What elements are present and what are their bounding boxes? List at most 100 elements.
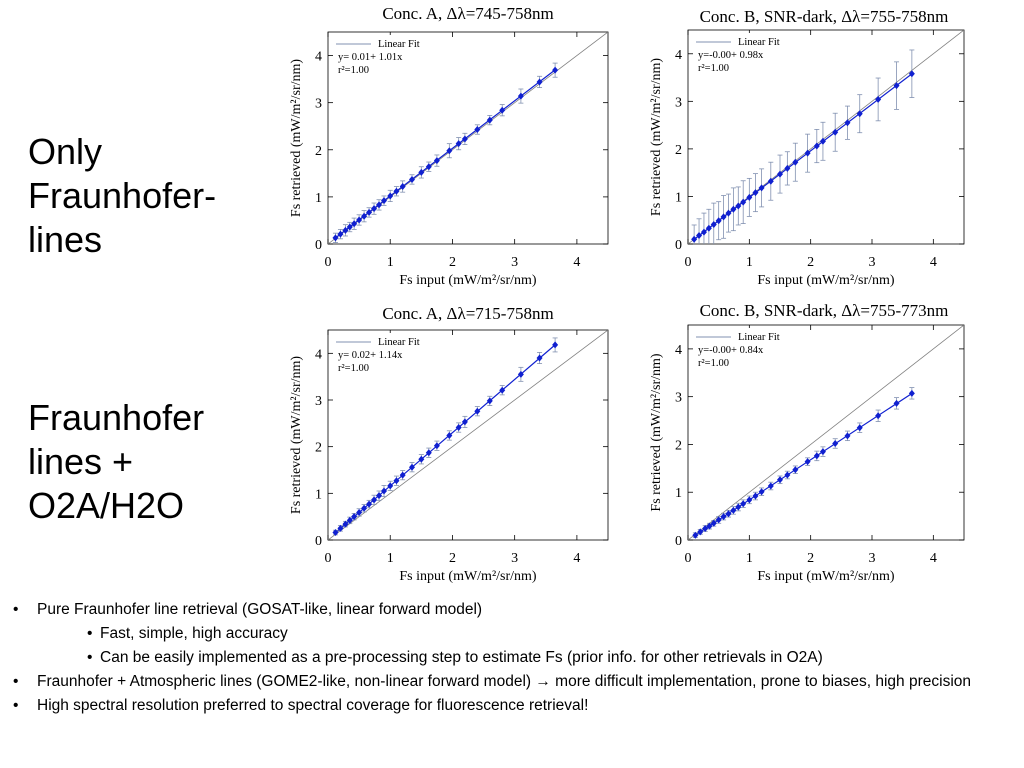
data-point <box>371 496 378 504</box>
data-point <box>813 452 820 460</box>
legend-box <box>693 33 803 83</box>
data-point <box>832 128 839 136</box>
chart-panel-3: Conc. A, Δλ=715-758nm 0 1 2 3 4 0 1 2 3 4 Fs input … <box>289 304 609 584</box>
plot-area <box>328 330 608 540</box>
data-point <box>433 157 440 165</box>
x-tick-label: 2 <box>449 255 456 270</box>
x-axis-label: Fs input (mW/m²/sr/nm) <box>399 569 537 584</box>
data-point <box>767 177 774 185</box>
y-tick-label: 3 <box>315 97 322 112</box>
data-point <box>418 168 425 176</box>
data-point <box>856 110 863 118</box>
data-point <box>697 528 704 536</box>
legend-box <box>693 328 803 378</box>
legend-r2: r²=1.00 <box>698 63 729 74</box>
y-tick-label: 0 <box>675 238 682 253</box>
x-axis-label: Fs input (mW/m²/sr/nm) <box>757 273 895 288</box>
side-label-only-fraunhofer: Only Fraunhofer- lines <box>28 130 216 262</box>
data-point <box>758 488 765 496</box>
side-label-line: Only <box>28 131 103 172</box>
data-point <box>752 492 759 500</box>
data-point <box>425 449 432 457</box>
data-point <box>399 471 406 479</box>
data-point <box>346 516 353 524</box>
x-tick-label: 3 <box>869 551 876 566</box>
data-point <box>461 135 468 143</box>
data-point <box>433 442 440 450</box>
data-point <box>908 389 915 397</box>
data-point <box>361 212 368 220</box>
data-point <box>393 187 400 195</box>
data-point <box>893 82 900 90</box>
data-point <box>696 231 703 239</box>
data-point <box>875 412 882 420</box>
data-point <box>752 189 759 197</box>
x-tick-label: 4 <box>573 551 580 566</box>
data-point <box>908 70 915 78</box>
y-tick-label: 0 <box>675 534 682 549</box>
y-tick-label: 3 <box>675 95 682 110</box>
legend-r2: r²=1.00 <box>338 65 369 76</box>
x-axis-label: Fs input (mW/m²/sr/nm) <box>399 273 537 288</box>
y-tick-label: 1 <box>675 190 682 205</box>
data-point <box>376 201 383 209</box>
data-point <box>893 399 900 407</box>
plot-area <box>688 30 964 244</box>
data-point <box>819 137 826 145</box>
data-point <box>746 496 753 504</box>
data-point <box>346 223 353 231</box>
data-point <box>486 397 493 405</box>
sub-bullet-item: Can be easily implemented as a pre-proce… <box>0 649 1024 667</box>
data-point <box>342 520 349 528</box>
y-tick-label: 4 <box>675 343 682 358</box>
legend-equation: y= 0.01+ 1.01x <box>338 52 403 63</box>
legend-equation: y= 0.02+ 1.14x <box>338 350 403 361</box>
plot-frame <box>687 29 965 245</box>
data-point <box>455 140 462 148</box>
data-point <box>792 158 799 166</box>
data-point <box>730 205 737 213</box>
data-point <box>351 220 358 228</box>
y-tick-label: 1 <box>315 191 322 206</box>
y-axis-label: Fs retrieved (mW/m²/sr/nm) <box>649 353 664 512</box>
y-tick-label: 3 <box>675 391 682 406</box>
legend-entry: Linear Fit <box>378 337 420 348</box>
data-point <box>387 482 394 490</box>
data-point <box>499 386 506 394</box>
y-tick-label: 2 <box>315 144 322 159</box>
data-point <box>361 504 368 512</box>
data-point <box>735 202 742 210</box>
reference-line <box>688 325 964 540</box>
side-label-line: lines <box>28 219 103 260</box>
data-point <box>356 216 363 224</box>
chart-title: Conc. B, SNR-dark, Δλ=755-773nm <box>700 301 949 320</box>
plot-area <box>688 325 964 540</box>
data-point <box>875 95 882 103</box>
data-point <box>418 455 425 463</box>
y-tick-label: 4 <box>315 347 322 362</box>
data-point <box>455 424 462 432</box>
data-point <box>705 224 712 232</box>
data-point <box>792 466 799 474</box>
data-point <box>740 198 747 206</box>
data-point <box>409 175 415 183</box>
y-tick-label: 4 <box>675 48 682 63</box>
x-tick-label: 3 <box>511 255 518 270</box>
legend-entry: Linear Fit <box>738 37 780 48</box>
data-point <box>337 230 344 238</box>
x-tick-label: 4 <box>573 255 580 270</box>
data-point <box>387 192 394 200</box>
data-point <box>720 513 727 521</box>
data-point <box>351 513 358 521</box>
data-point <box>337 524 344 532</box>
data-point <box>710 221 717 229</box>
data-point <box>777 476 783 484</box>
side-label-line: O2A/H2O <box>28 485 185 526</box>
data-point <box>692 531 699 539</box>
data-point <box>767 482 774 490</box>
data-point <box>399 183 406 191</box>
x-tick-label: 0 <box>325 551 332 566</box>
y-axis-label: Fs retrieved (mW/m²/sr/nm) <box>289 356 304 515</box>
data-point <box>832 439 839 447</box>
x-tick-label: 3 <box>511 551 518 566</box>
